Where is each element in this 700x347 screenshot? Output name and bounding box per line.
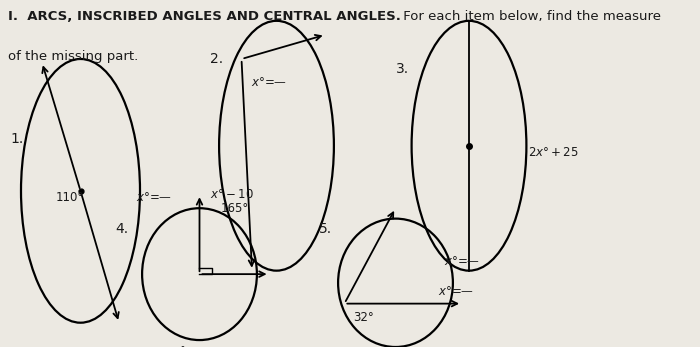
Text: 32°: 32°: [354, 311, 374, 323]
Text: $x°$=—: $x°$=—: [251, 76, 287, 89]
Text: 165°: 165°: [220, 202, 248, 215]
Text: $x°$=—: $x°$=—: [444, 255, 481, 269]
Text: 2.: 2.: [210, 52, 223, 66]
Text: $x° - 10$: $x° - 10$: [210, 188, 253, 201]
Text: $2x° + 25$: $2x° + 25$: [528, 146, 579, 159]
Text: of the missing part.: of the missing part.: [8, 50, 139, 63]
Text: 3.: 3.: [395, 62, 409, 76]
Text: 110°: 110°: [56, 191, 84, 204]
Text: $x°$=—: $x°$=—: [172, 345, 208, 347]
Text: 5.: 5.: [318, 222, 332, 236]
Text: $x°$=—: $x°$=—: [438, 285, 474, 297]
Text: $x°$=—: $x°$=—: [136, 191, 173, 204]
Text: For each item below, find the measure: For each item below, find the measure: [399, 10, 661, 23]
Text: I.  ARCS, INSCRIBED ANGLES AND CENTRAL ANGLES.: I. ARCS, INSCRIBED ANGLES AND CENTRAL AN…: [8, 10, 401, 23]
Text: 4.: 4.: [116, 222, 129, 236]
Text: 1.: 1.: [10, 132, 24, 146]
